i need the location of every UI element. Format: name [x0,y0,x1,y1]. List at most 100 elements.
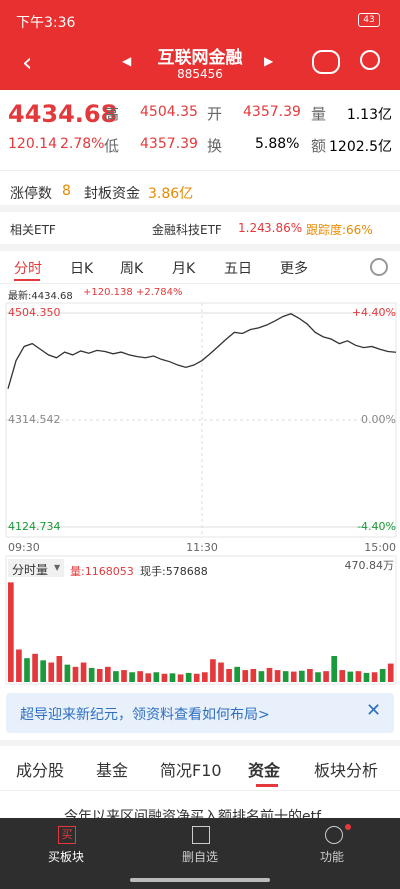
etf-name[interactable]: 金融科技ETF [152,223,222,237]
stock-name: 互联网金融 [157,48,243,68]
nav-label[interactable]: 删自选 [182,850,219,864]
tab-underline [14,279,40,281]
next-stock[interactable]: ▶ [264,54,274,68]
volume-bar [72,666,79,682]
nav-icon[interactable] [192,826,210,844]
volume-bar [88,667,95,682]
dropdown-arrow: ▼ [54,563,61,572]
volume-title[interactable]: 分时量 [12,563,49,577]
chart: 4504.350 4314.542 4124.734 +4.40% 0.00% -4.40… [5,302,397,685]
y2-tick-label: 0.00% [361,413,396,426]
banner-text[interactable]: 超导迎来新纪元，领资料查看如何布局> [20,707,270,723]
separator [0,244,400,251]
y2-tick-label: +4.40% [352,306,396,319]
close-banner[interactable]: ✕ [366,700,382,721]
volume-bar [153,672,160,682]
volume-bar [129,672,135,682]
separator [0,740,400,746]
volume-bar [8,582,14,682]
volume-bar [48,662,55,682]
label: 高 [104,105,120,123]
section-tab[interactable]: 简况F10 [160,761,222,780]
volume-bar [121,670,127,682]
search-icon[interactable] [360,50,380,70]
nav-label[interactable]: 买板块 [48,850,85,864]
volume-bar [202,672,208,682]
chart-tab[interactable]: 月K [172,261,196,277]
battery: 43 [358,13,380,27]
label: 换 [207,137,223,155]
banner[interactable] [6,693,394,733]
etf-pct: 3.86% [264,221,303,235]
volume-bar [16,649,22,682]
nav-icon[interactable] [325,826,343,844]
value: 5.88% [255,136,300,152]
chart-tab[interactable]: 五日 [224,261,252,277]
label: 额 [311,137,327,155]
section-tab[interactable]: 成分股 [16,761,65,780]
volume-bar [40,660,46,682]
volume-bar [347,671,354,682]
volume-bar [64,664,71,682]
x-tick-label: 09:30 [8,541,40,554]
settings-icon[interactable] [370,258,388,276]
chart-tab[interactable]: 更多 [280,261,308,277]
volume-bar [210,659,216,682]
volume-bar [331,656,337,682]
label: 低 [104,137,120,155]
volume-bar [250,669,257,682]
nav-icon[interactable]: 买 [58,826,76,844]
value: 1202.5亿 [329,139,392,155]
volume-bar [282,671,289,682]
volume-bar [315,672,321,682]
volume-bar [105,666,111,682]
volume-bar [242,670,249,682]
value: 4357.39 [243,104,301,120]
section-tab[interactable]: 资金 [248,761,281,780]
volume-bar [113,671,119,682]
volume-bar [185,672,192,682]
section-tab[interactable]: 板块分析 [314,761,379,780]
volume: 量:1168053 [70,565,134,578]
latest-change: +120.138 [83,287,133,298]
volume-selector[interactable] [8,559,64,577]
label: 封板资金 [84,186,140,202]
chart-tab[interactable]: 周K [120,261,144,277]
volume-bar [363,672,370,682]
latest: 最新:4434.68 [8,291,73,302]
volume-bar [169,673,176,682]
x-tick-label: 15:00 [364,541,396,554]
volume-bar [226,669,232,682]
change-pct: 2.78% [60,136,105,152]
back-button[interactable]: ‹ [22,48,33,78]
volume-bar [145,673,152,682]
y-tick-label: 4314.542 [8,413,61,426]
value: 4357.39 [140,136,198,152]
volume-bar [339,670,346,682]
value: 4504.35 [140,104,198,120]
badge [345,824,351,830]
nav-label[interactable]: 功能 [320,850,345,864]
home-indicator [130,878,270,882]
volume-bar [299,670,305,682]
volume-bar [266,667,273,682]
chart-tab[interactable]: 分时 [14,261,42,277]
etf-label: 相关ETF [10,223,56,237]
volume-bar [307,669,313,682]
chart-tab[interactable]: 日K [70,261,94,277]
label: 量 [311,105,327,123]
robot-icon[interactable] [312,50,340,74]
volume-bar [177,674,184,682]
y2-tick-label: -4.40% [357,520,396,533]
volume-bar [80,662,87,682]
price-line [7,313,397,389]
etf-price: 1.24 [238,221,265,235]
divider [0,790,400,791]
y-tick-label: 4504.350 [8,306,61,319]
prev-stock[interactable]: ◀ [122,54,132,68]
section-tab[interactable]: 基金 [96,761,129,780]
label: 涨停数 [10,186,52,202]
volume-bar [355,671,362,682]
volume-bar [371,672,378,682]
